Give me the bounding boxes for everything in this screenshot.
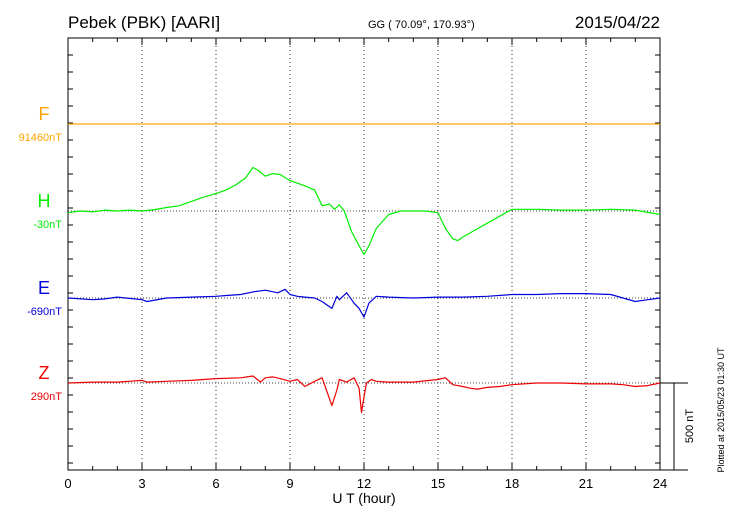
series-baseline-label-h: -30nT — [33, 219, 62, 231]
x-tick-label-6: 6 — [212, 476, 219, 491]
chart-title: Pebek (PBK) [AARI] — [68, 13, 220, 32]
series-line-h — [67, 166, 661, 256]
x-tick-label-3: 3 — [138, 476, 145, 491]
series-name-e: E — [38, 278, 50, 298]
axis-ticks — [67, 38, 661, 470]
x-tick-label-21: 21 — [579, 476, 593, 491]
series-name-h: H — [38, 191, 51, 211]
data-series — [67, 123, 661, 414]
x-tick-label-9: 9 — [286, 476, 293, 491]
x-tick-label-15: 15 — [431, 476, 445, 491]
x-tick-label-12: 12 — [357, 476, 371, 491]
series-name-z: Z — [39, 363, 50, 383]
station-coordinates: GG ( 70.09°, 170.93°) — [368, 19, 475, 31]
chart-date: 2015/04/22 — [575, 13, 660, 32]
x-tick-labels: 0 3 6 9 12 15 18 21 24 — [64, 476, 667, 491]
series-labels: F 91460nT H -30nT E -690nT Z 290nT — [19, 104, 63, 403]
plotted-note: Plotted at 2015/05/23 01:30 UT — [716, 347, 726, 473]
scale-bar-group: 500 nT — [660, 382, 696, 471]
series-name-f: F — [39, 104, 50, 124]
series-baseline-label-z: 290nT — [31, 391, 62, 403]
series-baseline-label-e: -690nT — [27, 306, 62, 318]
series-line-e — [67, 288, 661, 318]
x-tick-label-24: 24 — [653, 476, 667, 491]
series-baseline-label-f: 91460nT — [19, 132, 63, 144]
series-line-z — [67, 375, 661, 414]
x-axis-label: U T (hour) — [332, 490, 395, 506]
x-tick-label-18: 18 — [505, 476, 519, 491]
scale-bar-label: 500 nT — [684, 409, 696, 444]
x-tick-label-0: 0 — [64, 476, 71, 491]
